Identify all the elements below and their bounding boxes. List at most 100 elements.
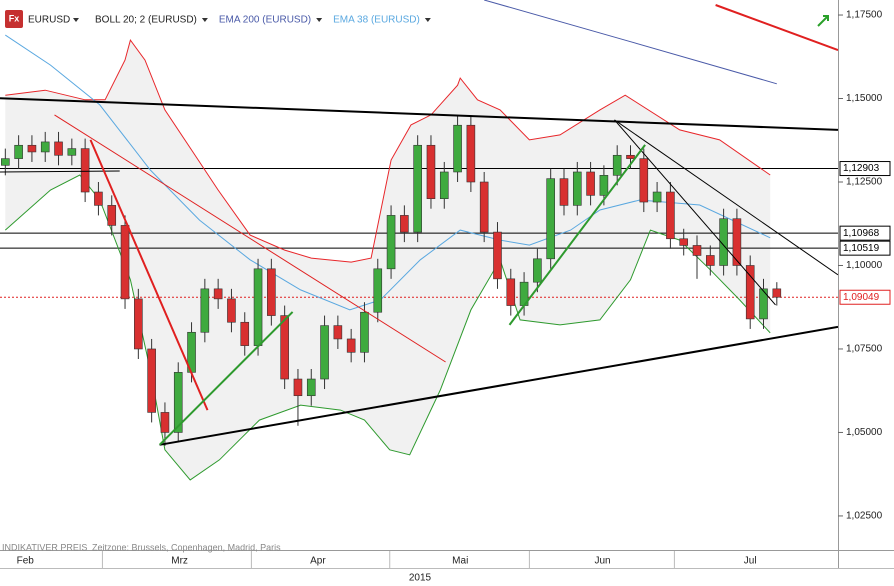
candle-body [40, 141, 50, 153]
level-label-box [839, 225, 891, 241]
candle-body [94, 191, 103, 206]
trend-line [159, 325, 838, 446]
x-tick-label: Jul [744, 556, 757, 567]
x-tick-label: Apr [310, 556, 326, 567]
candle-body [120, 225, 130, 300]
bollinger-upper [5, 38, 771, 263]
x-tick-label: Jun [594, 556, 610, 567]
trend-line [0, 97, 838, 131]
candle-body [439, 171, 449, 199]
trend-line [0, 170, 120, 173]
candle-body [599, 175, 609, 196]
candle-body [453, 124, 462, 173]
candle-body [27, 144, 37, 153]
legend-entry[interactable]: EMA 38 (EURUSD) [333, 15, 420, 26]
trend-line [158, 311, 294, 446]
candle-body [200, 288, 210, 333]
candle-body [346, 338, 356, 353]
trend-icon[interactable] [817, 15, 829, 27]
level-label-box [839, 161, 891, 177]
candle-body [719, 218, 728, 266]
candle-body [626, 154, 635, 159]
ema-line [484, 0, 777, 85]
candle-body [772, 288, 782, 298]
candle-body [67, 148, 77, 156]
candle-body [745, 265, 755, 320]
ema-line [5, 34, 771, 311]
candle-body [320, 325, 329, 380]
trend-line [508, 144, 646, 326]
candle-body [666, 191, 675, 240]
x-tick-label: Mrz [171, 556, 188, 567]
timezone: Zeitzone: Brussels, Copenhagen, Madrid, … [92, 542, 281, 552]
dropdown[interactable] [316, 18, 323, 22]
y-tick-label: 1,15000 [846, 93, 883, 104]
year-label: 2015 [409, 573, 432, 584]
trend-line [89, 139, 209, 411]
candle-body [134, 298, 143, 350]
dropdown[interactable] [201, 18, 208, 22]
note: INDIKATIVER PREIS [2, 542, 87, 552]
candle-body [533, 258, 542, 283]
candle-body [546, 178, 555, 260]
level-label: 1,12903 [843, 163, 880, 174]
candle-body [306, 378, 316, 397]
candle-body [373, 268, 383, 313]
candle-body [612, 154, 622, 176]
x-tick-label: Feb [17, 556, 35, 567]
candle-body [227, 298, 236, 323]
candle-body [572, 171, 582, 206]
candle-body [692, 245, 702, 256]
level-label: 1,09049 [843, 292, 880, 303]
logo [5, 10, 23, 28]
logo-text: Fx [9, 13, 20, 23]
symbol[interactable]: EURUSD [28, 15, 70, 26]
candle-body [679, 238, 689, 246]
candle-body [14, 144, 23, 159]
trend-line [54, 114, 446, 363]
candle-body [360, 311, 369, 353]
legend: BOLL 20; 2 (EURUSD) EMA 200 (EURUSD) EMA 3… [95, 15, 431, 26]
trend-line [614, 119, 838, 276]
x-tick-label: Mai [452, 556, 468, 567]
candle-body [652, 191, 662, 203]
candle-body [759, 288, 768, 320]
candle-body [586, 171, 595, 196]
y-tick-label: 1,02500 [846, 511, 883, 522]
candle-body [80, 148, 90, 193]
level-label-box [839, 289, 891, 305]
candle-body [333, 325, 343, 340]
y-tick-label: 1,10000 [846, 260, 883, 271]
candle-body [506, 278, 516, 306]
candle-body [386, 215, 396, 270]
dropdown[interactable] [73, 18, 79, 22]
candle-body [54, 141, 63, 156]
legend-entry[interactable]: EMA 200 (EURUSD) [219, 15, 311, 26]
candle-body [639, 158, 649, 203]
y-tick-label: 1,17500 [846, 10, 883, 21]
y-tick-label: 1,05000 [846, 427, 883, 438]
candle-body [267, 268, 276, 316]
plot-area [0, 0, 838, 481]
candle-body [466, 124, 476, 183]
level-label-box [839, 240, 891, 256]
candle-body [400, 215, 409, 233]
candle-body [732, 218, 742, 266]
candle-body [240, 321, 250, 346]
dropdown[interactable] [424, 18, 431, 22]
candle-body [293, 378, 303, 397]
candle-body [479, 181, 489, 233]
candle-body [706, 255, 715, 266]
candle-body [160, 412, 170, 433]
level-label: 1,10519 [843, 243, 880, 254]
candle-body [253, 268, 263, 346]
candle-body [213, 288, 223, 300]
candle-body [173, 372, 183, 433]
legend-entry[interactable]: BOLL 20; 2 (EURUSD) [95, 15, 197, 26]
candle-body [147, 348, 156, 413]
candle-body [493, 231, 502, 280]
candle-body [1, 158, 10, 166]
y-tick-label: 1,12500 [846, 177, 883, 188]
